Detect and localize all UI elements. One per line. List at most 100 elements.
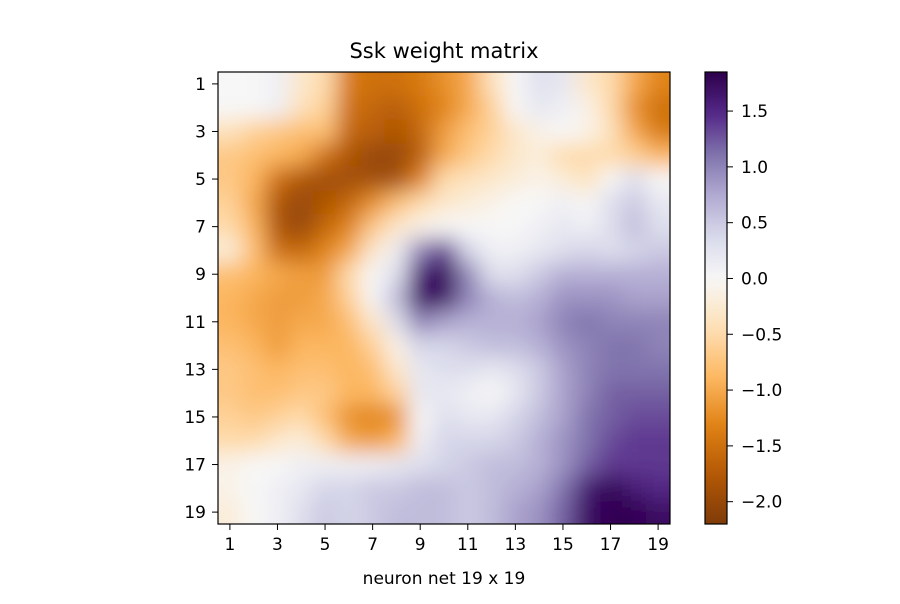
heatmap-cell — [622, 214, 647, 240]
heatmap-cell — [313, 428, 338, 454]
heatmap-cell — [479, 286, 505, 311]
heatmap-cell — [551, 119, 576, 144]
heatmap-cell — [432, 428, 457, 454]
heatmap-cell — [574, 452, 600, 478]
heatmap-cell — [622, 357, 647, 382]
heatmap-cell — [384, 357, 409, 382]
heatmap-cell — [218, 476, 243, 501]
heatmap-cell — [218, 95, 243, 121]
heatmap-cell — [479, 95, 505, 121]
heatmap-cell — [336, 309, 362, 335]
heatmap-cell — [265, 190, 290, 216]
heatmap-cell — [432, 72, 457, 97]
heatmap-cell — [455, 143, 481, 168]
y-tick-label: 19 — [184, 503, 206, 523]
heatmap-cell — [551, 143, 576, 168]
heatmap-cell — [336, 452, 362, 478]
heatmap-cell — [574, 72, 600, 97]
heatmap-cell — [455, 167, 481, 192]
heatmap-cell — [574, 119, 600, 144]
heatmap-cell — [455, 238, 481, 263]
heatmap-cell — [646, 286, 670, 311]
heatmap-cell — [218, 190, 243, 216]
heatmap-cell — [289, 428, 314, 454]
x-tick-label: 5 — [320, 535, 331, 555]
heatmap-cell — [384, 428, 409, 454]
heatmap-cell — [479, 167, 505, 192]
heatmap-cell — [360, 95, 386, 121]
heatmap-cell — [360, 476, 386, 501]
heatmap-cell — [408, 381, 433, 406]
heatmap-cell — [455, 72, 481, 97]
heatmap-cell — [622, 476, 647, 501]
heatmap-cell — [360, 452, 386, 478]
heatmap-cell — [574, 214, 600, 240]
heatmap-cell — [622, 95, 647, 121]
heatmap-cell — [265, 381, 290, 406]
heatmap-cell — [360, 428, 386, 454]
heatmap-cell — [479, 476, 505, 501]
heatmap-cell — [479, 309, 505, 335]
heatmap-cell — [455, 119, 481, 144]
heatmap-cell — [360, 119, 386, 144]
heatmap-cell — [646, 190, 670, 216]
heatmap-cell — [527, 309, 552, 335]
heatmap-cell — [598, 357, 624, 382]
heatmap-cell — [289, 214, 314, 240]
heatmap-cell — [241, 190, 267, 216]
heatmap-cell — [265, 286, 290, 311]
heatmap-cell — [408, 500, 433, 524]
heatmap-cell — [551, 357, 576, 382]
y-tick-label: 13 — [184, 360, 206, 380]
x-tick-label: 1 — [224, 535, 235, 555]
heatmap-area — [218, 72, 670, 524]
heatmap-cell — [241, 309, 267, 335]
heatmap-cell — [503, 452, 528, 478]
heatmap-cell — [408, 238, 433, 263]
heatmap-cell — [289, 381, 314, 406]
heatmap-cell — [432, 214, 457, 240]
heatmap-cell — [384, 476, 409, 501]
heatmap-cell — [598, 262, 624, 287]
heatmap-cell — [622, 452, 647, 478]
heatmap-cell — [336, 167, 362, 192]
heatmap-cell — [313, 262, 338, 287]
heatmap-cell — [455, 190, 481, 216]
heatmap-cell — [289, 286, 314, 311]
heatmap-cell — [360, 357, 386, 382]
heatmap-cell — [218, 119, 243, 144]
heatmap-cell — [455, 95, 481, 121]
heatmap-cell — [384, 309, 409, 335]
heatmap-cell — [336, 190, 362, 216]
x-axis: 1 3 5 7 9 11 13 15 17 19 — [224, 524, 669, 555]
heatmap-cell — [598, 95, 624, 121]
heatmap-cell — [289, 405, 314, 430]
heatmap-cell — [503, 476, 528, 501]
heatmap-cell — [336, 214, 362, 240]
heatmap-cell — [289, 333, 314, 359]
colorbar-tick-label: 0.0 — [741, 269, 768, 289]
y-tick-label: 9 — [195, 265, 206, 285]
heatmap-cell — [313, 309, 338, 335]
y-tick-label: 1 — [195, 75, 206, 95]
heatmap-cell — [241, 119, 267, 144]
y-tick-label: 11 — [184, 313, 206, 333]
heatmap-cell — [479, 214, 505, 240]
heatmap-cell — [646, 262, 670, 287]
heatmap-cell — [384, 143, 409, 168]
heatmap-cell — [313, 381, 338, 406]
heatmap-cell — [289, 190, 314, 216]
heatmap-cell — [551, 452, 576, 478]
heatmap-cell — [527, 333, 552, 359]
heatmap-cell — [408, 262, 433, 287]
heatmap-cell — [527, 190, 552, 216]
heatmap-cell — [622, 286, 647, 311]
heatmap-cell — [432, 405, 457, 430]
heatmap-cell — [218, 238, 243, 263]
heatmap-cell — [360, 167, 386, 192]
heatmap-cell — [598, 452, 624, 478]
heatmap-cell — [551, 167, 576, 192]
heatmap-cell — [455, 476, 481, 501]
heatmap-cell — [218, 381, 243, 406]
heatmap-cell — [241, 452, 267, 478]
